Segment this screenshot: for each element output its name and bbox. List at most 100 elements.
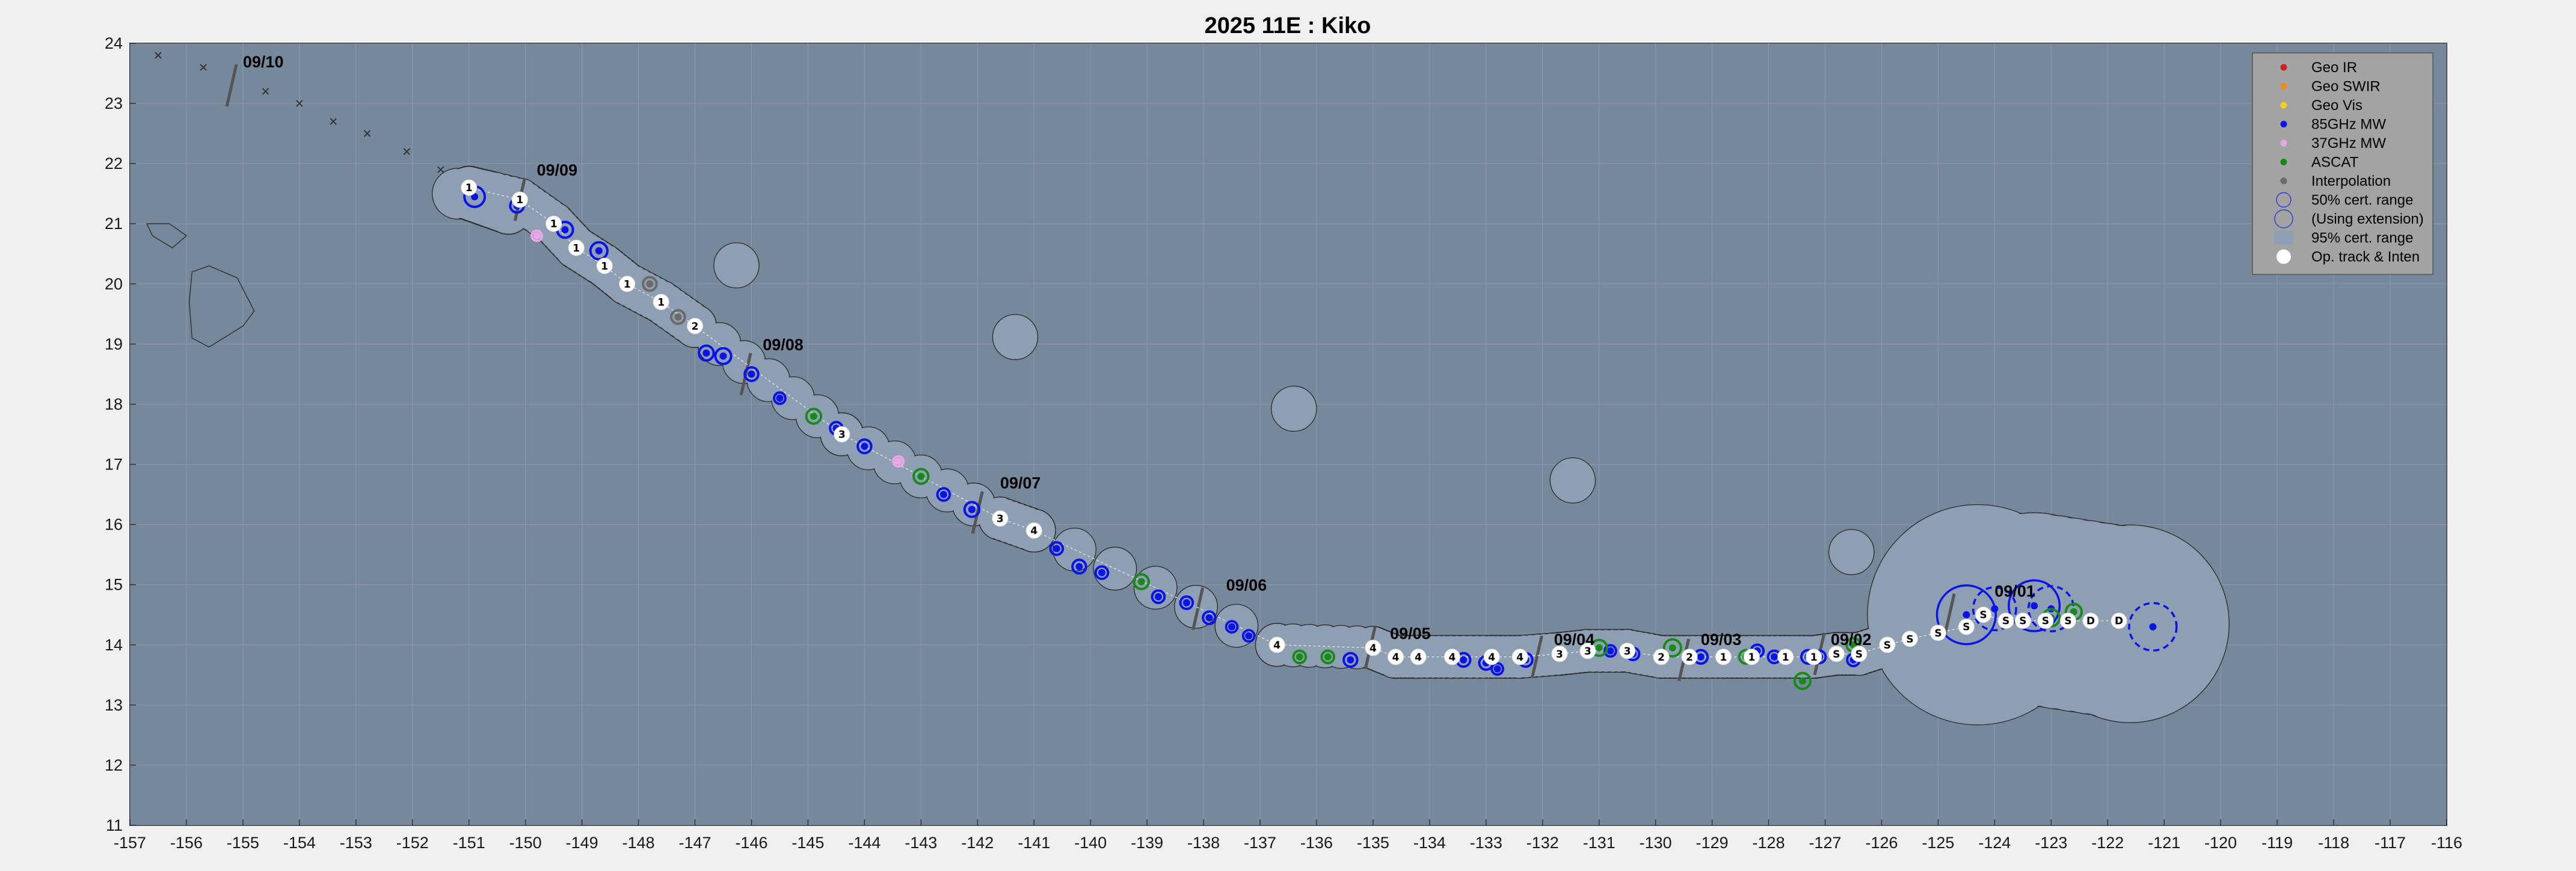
fix-interp-ring	[642, 276, 658, 292]
island-coastline	[146, 223, 188, 249]
fix-85ghz-ring	[963, 501, 981, 518]
op-intensity-label: 3	[1556, 649, 1563, 661]
x-tick-label: -133	[1470, 834, 1502, 852]
op-intensity-label: 1	[657, 296, 665, 308]
y-tick-label: 19	[105, 335, 123, 353]
op-track-point	[1997, 613, 2014, 629]
y-tick-label: 23	[105, 94, 123, 112]
date-label: 09/10	[243, 53, 284, 71]
op-intensity-label: 4	[1273, 640, 1280, 652]
x-tick-label: -118	[2318, 834, 2349, 852]
fix-85ghz-point	[1963, 611, 1970, 619]
op-track-point	[1410, 649, 1427, 665]
x-tick-label: -136	[1300, 834, 1333, 852]
y-tick-label: 16	[105, 516, 123, 534]
fix-37ghz-ring	[892, 455, 905, 468]
fix-ascat-ring	[1793, 671, 1812, 690]
op-track-point	[1365, 640, 1382, 656]
fix-85ghz-ring	[1935, 584, 1997, 646]
op-track-point	[1929, 625, 1946, 641]
op-track-point	[461, 179, 478, 196]
op-track-point	[992, 510, 1009, 527]
y-tick-label: 14	[105, 636, 123, 654]
op-intensity-label: S	[2064, 616, 2071, 628]
y-tick-label: 20	[105, 275, 123, 293]
op-track-point	[1653, 649, 1670, 665]
op-track-point	[1681, 649, 1698, 665]
fix-85ghz-point	[748, 370, 755, 378]
fix-interp-point	[674, 313, 682, 321]
fix-85ghz-ring	[1241, 629, 1256, 643]
x-tick-label: -125	[1922, 834, 1954, 852]
forecast-track-point	[330, 118, 337, 125]
op-intensity-label: S	[1979, 610, 1987, 622]
op-track-point	[1025, 522, 1042, 539]
fix-85ghz-ring	[1151, 589, 1166, 605]
cone-fill	[1272, 387, 1316, 431]
x-tick-label: -123	[2035, 834, 2067, 852]
x-tick-label: -124	[1978, 834, 2011, 852]
fix-85ghz-ring	[743, 366, 760, 382]
cone-fill	[993, 315, 1037, 359]
op-track-point	[1579, 643, 1596, 659]
fix-85ghz-ring	[698, 344, 715, 362]
fix-85ghz-point	[968, 506, 976, 513]
op-intensity-label: 3	[1624, 646, 1631, 658]
fix-85ghz-ring	[856, 438, 873, 454]
x-tick-label: -150	[509, 834, 542, 852]
op-intensity-label: 4	[1392, 652, 1400, 664]
op-intensity-label: 1	[1782, 652, 1789, 664]
x-tick-label: -145	[792, 834, 824, 852]
op-intensity-label: 1	[601, 260, 608, 272]
op-intensity-label: S	[1884, 640, 1891, 652]
date-label: 09/06	[1226, 576, 1267, 594]
op-intensity-label: S	[2002, 616, 2009, 628]
fix-ascat-ring	[1320, 649, 1336, 665]
fix-85ghz-point	[1606, 647, 1614, 655]
legend-label: Geo IR	[2311, 60, 2357, 76]
op-intensity-label: 4	[1369, 643, 1377, 655]
chart-title: 2025 11E : Kiko	[1205, 13, 1371, 38]
date-label: 09/08	[763, 335, 804, 353]
legend-marker	[2274, 230, 2293, 245]
op-intensity-label: 3	[838, 429, 846, 441]
op-intensity-label: S	[1934, 628, 1941, 640]
day-tick	[1191, 587, 1205, 631]
op-intensity-label: 4	[1488, 652, 1495, 664]
op-intensity-label: S	[2042, 616, 2049, 628]
op-intensity-label: 1	[466, 182, 473, 194]
fix-interp-ring	[670, 309, 686, 325]
date-label: 09/04	[1554, 631, 1595, 649]
fix-85ghz-ring	[714, 347, 733, 365]
legend-label: Op. track & Inten	[2311, 249, 2420, 265]
y-tick-label: 21	[105, 215, 123, 233]
x-tick-label: -127	[1809, 834, 1842, 852]
op-track-point	[1828, 646, 1845, 662]
legend-marker	[2280, 102, 2287, 109]
y-tick-label: 18	[105, 395, 123, 413]
op-intensity-label: 2	[1658, 652, 1665, 664]
op-intensity-label: 3	[997, 513, 1004, 525]
op-track-point	[834, 426, 850, 442]
op-track-point	[1443, 649, 1460, 665]
fix-85ghz-point	[1460, 656, 1468, 664]
op-track-point	[1268, 637, 1285, 653]
fix-85ghz-point	[861, 442, 868, 450]
op-track-point	[1388, 649, 1404, 665]
day-tick	[1530, 635, 1543, 679]
day-tick	[1943, 593, 1956, 637]
fix-85ghz-point	[1205, 614, 1213, 622]
op-track-point	[1806, 649, 1822, 665]
fix-85ghz-point	[1347, 656, 1354, 664]
op-track-point	[1551, 646, 1568, 662]
fix-ascat-ring	[805, 408, 823, 425]
forecast-track-point	[403, 148, 411, 155]
legend-marker	[2280, 177, 2287, 185]
op-track-line	[469, 187, 2120, 658]
x-tick-label: -142	[961, 834, 994, 852]
fix-85ghz-point	[1493, 665, 1501, 673]
op-intensity-label: 1	[516, 194, 523, 206]
op-intensity-label: 4	[1030, 525, 1037, 537]
op-intensity-label: 1	[1748, 652, 1755, 664]
